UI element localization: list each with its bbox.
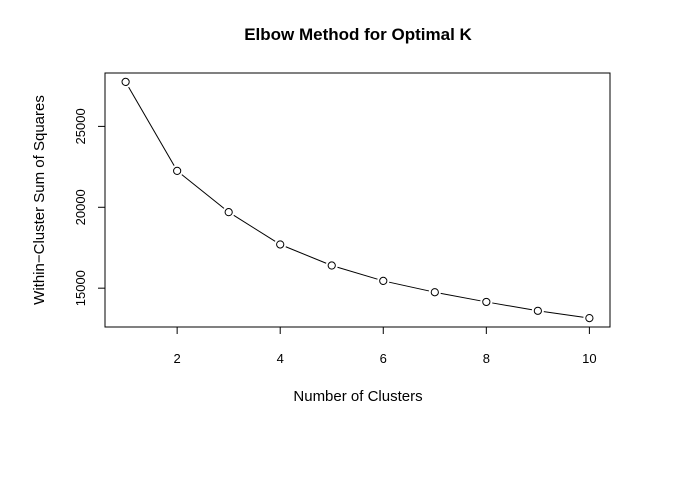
data-point bbox=[327, 261, 336, 270]
series-line-segment bbox=[337, 266, 378, 280]
series-line-segment bbox=[492, 302, 533, 311]
y-tick-label: 20000 bbox=[73, 189, 88, 225]
data-point bbox=[482, 297, 491, 307]
x-tick-label: 10 bbox=[582, 351, 596, 366]
y-axis-label: Within−Cluster Sum of Squares bbox=[31, 95, 48, 305]
plot-frame bbox=[104, 72, 611, 328]
x-axis: 2 4 6 8 10 bbox=[174, 326, 597, 366]
series-line-segment bbox=[233, 214, 276, 242]
y-axis: 15000 20000 25000 bbox=[73, 108, 106, 306]
x-tick-label: 2 bbox=[174, 351, 181, 366]
data-point bbox=[533, 306, 542, 315]
y-tick-label: 15000 bbox=[73, 270, 88, 306]
data-point bbox=[430, 288, 439, 297]
x-tick-label: 6 bbox=[380, 351, 387, 366]
series-line-segment bbox=[389, 281, 430, 292]
data-point bbox=[585, 314, 594, 323]
x-tick-label: 8 bbox=[483, 351, 490, 366]
y-tick-label: 25000 bbox=[73, 108, 88, 144]
series-line-segment bbox=[181, 174, 225, 209]
x-axis-label: Number of Clusters bbox=[293, 388, 422, 405]
data-point bbox=[173, 166, 182, 175]
x-tick-label: 4 bbox=[277, 351, 284, 366]
data-point bbox=[224, 208, 233, 217]
series-line-segment bbox=[285, 246, 327, 264]
chart-title: Elbow Method for Optimal K bbox=[244, 25, 472, 44]
series-line-segment bbox=[128, 86, 175, 166]
data-point bbox=[276, 240, 285, 249]
data-point bbox=[379, 276, 388, 285]
series-line-segment bbox=[440, 292, 481, 302]
data-point bbox=[121, 77, 130, 86]
series-line-segment bbox=[543, 311, 584, 318]
data-series bbox=[121, 77, 594, 323]
